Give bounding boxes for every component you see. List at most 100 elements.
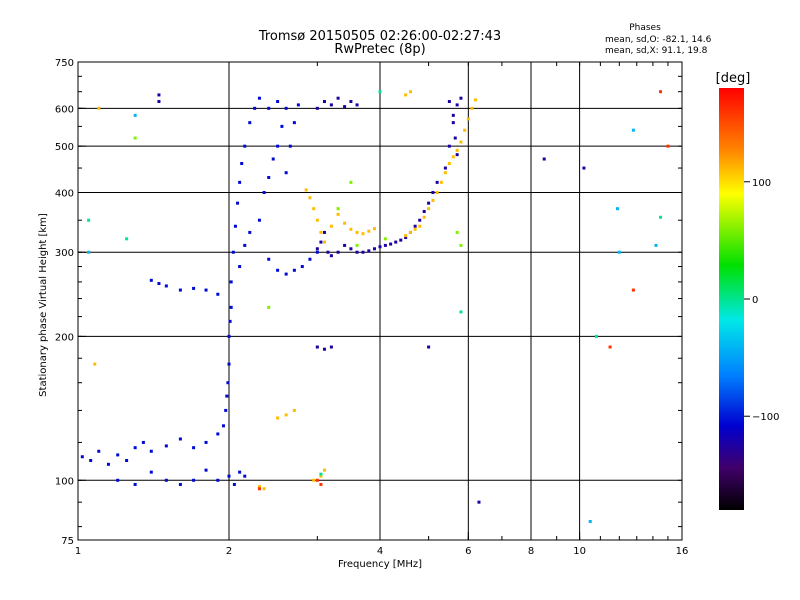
data-point	[372, 227, 376, 231]
data-point	[276, 416, 280, 420]
data-point	[243, 243, 247, 247]
data-point	[312, 207, 316, 211]
y-tick-label: 100	[55, 476, 74, 487]
data-point	[355, 103, 359, 107]
data-point	[178, 482, 182, 486]
data-point	[236, 201, 240, 205]
data-point	[319, 474, 323, 478]
x-tick-label: 4	[377, 546, 383, 557]
data-point	[292, 121, 296, 125]
data-point	[116, 478, 120, 482]
data-point	[262, 487, 266, 491]
y-tick-label: 200	[55, 332, 74, 343]
data-point	[383, 237, 387, 241]
data-point	[224, 408, 228, 412]
data-point	[227, 474, 231, 478]
data-point	[418, 218, 422, 222]
data-point	[157, 93, 161, 97]
chart-subtitle: RwPretec (8p)	[334, 42, 425, 57]
data-point	[141, 440, 145, 444]
data-point	[243, 474, 247, 478]
data-point	[87, 250, 91, 254]
data-point	[349, 247, 353, 251]
data-point	[451, 155, 455, 159]
x-tick-label: 2	[226, 546, 232, 557]
y-tick-label: 600	[55, 104, 74, 115]
data-point	[399, 238, 403, 242]
data-point	[322, 230, 326, 234]
data-point	[588, 519, 592, 523]
colorbar-tick-label: 100	[752, 178, 771, 189]
y-tick-label: 400	[55, 188, 74, 199]
chart-title: Tromsø 20150505 02:26:00-02:27:43	[258, 29, 501, 44]
data-point	[355, 250, 359, 254]
data-point	[276, 100, 280, 104]
data-point	[228, 319, 232, 323]
data-point	[149, 449, 153, 453]
data-point	[192, 286, 196, 290]
data-point	[315, 247, 319, 251]
data-point	[226, 381, 230, 385]
data-point	[459, 140, 463, 144]
data-point	[355, 243, 359, 247]
data-point	[304, 188, 308, 192]
data-point	[267, 106, 271, 110]
data-point	[451, 121, 455, 125]
data-point	[617, 250, 621, 254]
data-point	[267, 175, 271, 179]
data-point	[470, 106, 474, 110]
data-point	[248, 230, 252, 234]
data-point	[164, 478, 168, 482]
data-point	[164, 284, 168, 288]
data-point	[319, 472, 323, 476]
data-point	[378, 245, 382, 249]
data-point	[455, 153, 459, 157]
data-point	[431, 190, 435, 194]
colorbar	[719, 88, 744, 510]
data-point	[408, 90, 412, 94]
data-point	[292, 268, 296, 272]
data-point	[389, 242, 393, 246]
data-point	[659, 215, 663, 219]
data-point	[284, 106, 288, 110]
x-axis-label: Frequency [MHz]	[338, 559, 422, 570]
data-point	[315, 478, 319, 482]
data-point	[447, 100, 451, 104]
data-point	[336, 250, 340, 254]
data-point	[229, 280, 233, 284]
data-point	[608, 345, 612, 349]
data-point	[322, 240, 326, 244]
data-point	[654, 243, 658, 247]
data-point	[315, 218, 319, 222]
x-tick-label: 1	[75, 546, 81, 557]
data-point	[336, 96, 340, 100]
data-point	[383, 243, 387, 247]
data-point	[455, 103, 459, 107]
data-point	[232, 482, 236, 486]
data-point	[257, 487, 261, 491]
data-point	[308, 257, 312, 261]
data-point	[447, 161, 451, 165]
data-point	[435, 190, 439, 194]
data-point	[133, 446, 137, 450]
data-point	[477, 500, 481, 504]
data-point	[455, 148, 459, 152]
y-tick-label: 75	[61, 536, 74, 547]
data-point	[408, 230, 412, 234]
data-point	[192, 446, 196, 450]
data-point	[97, 449, 101, 453]
data-point	[322, 468, 326, 472]
data-point	[257, 96, 261, 100]
data-point	[157, 100, 161, 104]
data-point	[616, 207, 620, 211]
data-point	[343, 221, 347, 225]
data-point	[631, 128, 635, 132]
data-point	[319, 240, 323, 244]
data-point	[221, 424, 225, 428]
data-point	[329, 345, 333, 349]
x-tick-label: 6	[465, 546, 471, 557]
data-point	[443, 171, 447, 175]
data-point	[349, 227, 353, 231]
data-point	[216, 432, 220, 436]
data-point	[329, 254, 333, 258]
